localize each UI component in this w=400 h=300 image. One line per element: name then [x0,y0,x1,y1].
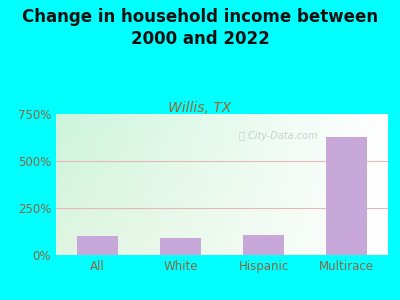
Text: ⓘ City-Data.com: ⓘ City-Data.com [238,131,317,141]
Text: Willis, TX: Willis, TX [168,100,232,115]
Bar [326,136,367,255]
Bar [160,238,201,255]
Bar [77,236,118,255]
Bar [243,235,284,255]
Text: Change in household income between
2000 and 2022: Change in household income between 2000 … [22,8,378,48]
